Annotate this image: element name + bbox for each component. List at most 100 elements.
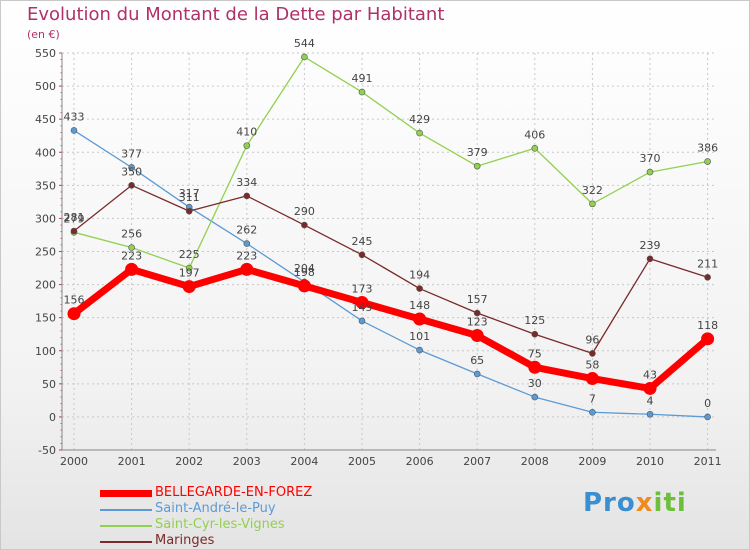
data-point: [473, 162, 481, 170]
legend-swatch: [100, 525, 152, 527]
data-point: [643, 381, 657, 395]
data-label: 123: [467, 316, 488, 329]
data-label: 311: [179, 191, 200, 204]
data-label: 30: [528, 377, 542, 390]
chart-title: Evolution du Montant de la Dette par Hab…: [27, 4, 445, 25]
y-tick-label: 450: [35, 113, 56, 126]
data-label: 433: [64, 110, 85, 123]
data-point: [297, 279, 311, 293]
y-tick-label: -50: [38, 444, 56, 457]
data-label: 43: [643, 368, 657, 381]
legend-label: Maringes: [155, 533, 215, 548]
data-point: [531, 393, 539, 401]
axes: -500501001502002503003504004505005502000…: [35, 47, 722, 468]
data-point: [358, 88, 366, 96]
data-point: [240, 262, 254, 276]
data-point: [531, 144, 539, 152]
series-line-1: [73, 129, 709, 418]
data-point: [128, 164, 135, 171]
data-label: 290: [294, 205, 315, 218]
data-point: [701, 332, 715, 346]
data-label: 429: [409, 113, 430, 126]
data-label: 75: [528, 347, 542, 360]
data-label: 262: [236, 224, 257, 237]
data-point: [470, 329, 484, 343]
data-point: [589, 200, 596, 208]
y-tick-label: 150: [35, 312, 56, 325]
data-point: [125, 262, 139, 276]
data-label: 198: [294, 266, 315, 279]
data-point: [528, 360, 542, 374]
data-label: 197: [179, 267, 200, 280]
logo-text-1: Pro: [583, 488, 636, 518]
data-point: [355, 295, 369, 309]
data-label: 145: [352, 301, 373, 314]
data-label: 0: [704, 397, 711, 410]
data-label: 406: [524, 128, 545, 141]
data-point: [416, 129, 423, 137]
data-point: [358, 317, 366, 325]
legend-label: Saint-André-le-Puy: [155, 501, 276, 516]
data-label: 204: [294, 262, 315, 275]
data-label: 370: [640, 152, 661, 165]
data-label: 4: [647, 394, 654, 407]
data-label: 239: [640, 239, 661, 252]
legend-swatch: [100, 490, 152, 497]
series-line-3: [73, 184, 709, 355]
data-label: 281: [64, 211, 85, 224]
y-tick-label: 50: [42, 378, 56, 391]
y-tick-label: 0: [49, 411, 56, 424]
data-point: [704, 158, 711, 165]
data-point: [585, 372, 599, 386]
x-tick-label: 2005: [348, 455, 376, 468]
y-tick-label: 400: [35, 146, 56, 159]
data-label: 256: [121, 228, 142, 241]
data-label: 194: [409, 269, 430, 282]
data-point: [646, 168, 654, 176]
data-label: 96: [585, 333, 599, 346]
data-point: [413, 312, 427, 326]
data-label: 350: [121, 165, 142, 178]
data-point: [646, 410, 654, 418]
data-label: 279: [64, 212, 85, 225]
x-tick-label: 2004: [290, 455, 318, 468]
y-tick-label: 200: [35, 279, 56, 292]
y-tick-label: 350: [35, 179, 56, 192]
data-point: [243, 142, 251, 149]
data-label: 317: [179, 187, 200, 200]
x-tick-label: 2006: [406, 455, 434, 468]
data-point: [646, 255, 654, 263]
data-label: 157: [467, 293, 488, 306]
series-line-0: [70, 265, 712, 392]
data-label: 148: [409, 299, 430, 312]
data-label: 377: [121, 147, 142, 160]
data-point: [182, 280, 196, 294]
data-label: 223: [236, 249, 257, 262]
data-labels: 156 223 197 223 198 173 148 123 75 58 43 118 433 377 3…: [64, 37, 719, 410]
data-label: 379: [467, 146, 488, 159]
x-tick-label: 2011: [694, 455, 722, 468]
x-tick-label: 2000: [60, 455, 88, 468]
data-point: [185, 264, 193, 272]
x-tick-label: 2008: [521, 455, 549, 468]
data-label: 225: [179, 248, 200, 261]
legend-swatch: [100, 541, 152, 543]
data-point: [301, 221, 308, 229]
x-tick-label: 2007: [463, 455, 491, 468]
data-point: [473, 309, 481, 317]
x-tick-label: 2010: [636, 455, 664, 468]
logo-text-2: x: [635, 488, 654, 518]
legend-label: Saint-Cyr-les-Vignes: [155, 517, 285, 532]
data-point: [67, 307, 81, 321]
data-point: [301, 53, 308, 61]
data-label: 7: [589, 392, 596, 405]
chart-subtitle: (en €): [27, 28, 60, 41]
data-label: 245: [352, 235, 373, 248]
x-tick-label: 2003: [233, 455, 261, 468]
data-point: [358, 251, 366, 259]
data-label: 544: [294, 37, 315, 50]
data-label: 58: [585, 359, 599, 372]
data-label: 211: [697, 257, 718, 270]
grid-lines: [62, 52, 716, 451]
logo-text-3: iti: [653, 488, 687, 518]
